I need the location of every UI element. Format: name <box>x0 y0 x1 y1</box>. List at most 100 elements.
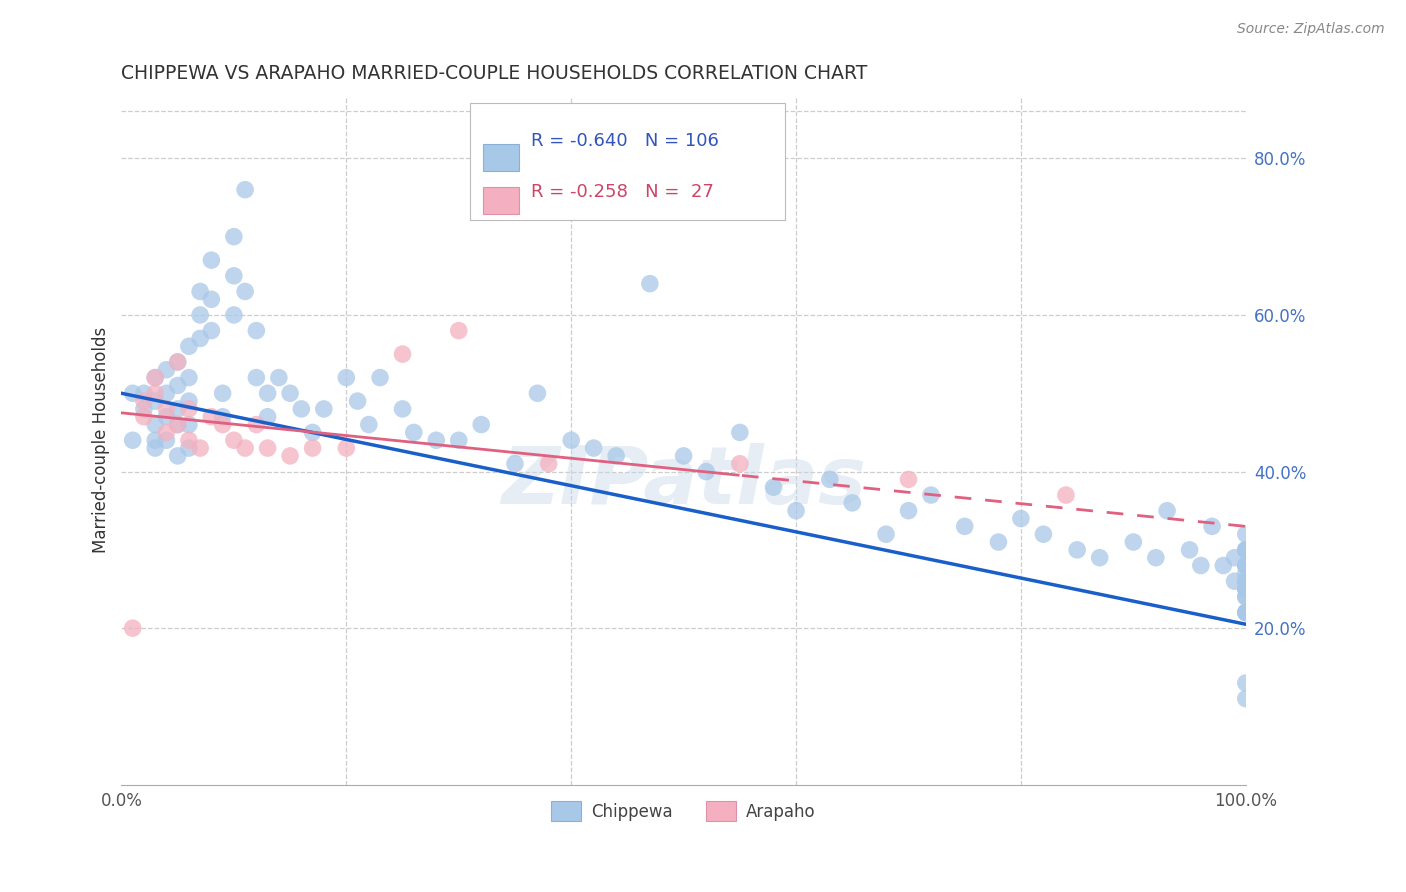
Point <box>166 378 188 392</box>
Point <box>211 417 233 432</box>
Point <box>1054 488 1077 502</box>
Point <box>357 417 380 432</box>
Point <box>695 465 717 479</box>
Point <box>1234 582 1257 596</box>
Point <box>143 417 166 432</box>
Point <box>177 417 200 432</box>
Point <box>1234 527 1257 541</box>
Point <box>537 457 560 471</box>
Point <box>155 434 177 448</box>
Point <box>728 457 751 471</box>
Point <box>470 417 492 432</box>
Point <box>177 339 200 353</box>
Point <box>335 441 357 455</box>
Point <box>188 331 211 345</box>
Point <box>368 370 391 384</box>
Point <box>1234 606 1257 620</box>
Point <box>200 324 222 338</box>
Point <box>245 417 267 432</box>
Point <box>166 449 188 463</box>
Point <box>132 401 155 416</box>
Point <box>1234 542 1257 557</box>
Point <box>391 347 413 361</box>
Point <box>155 386 177 401</box>
Point <box>728 425 751 440</box>
Point <box>875 527 897 541</box>
Point <box>143 434 166 448</box>
Point <box>222 308 245 322</box>
Point <box>143 394 166 409</box>
Point <box>526 386 548 401</box>
Point <box>987 535 1010 549</box>
Point <box>301 425 323 440</box>
Point <box>1234 574 1257 589</box>
Point <box>1234 582 1257 596</box>
Point <box>143 386 166 401</box>
Point <box>1223 550 1246 565</box>
Point <box>188 285 211 299</box>
Point <box>1156 504 1178 518</box>
Point <box>335 370 357 384</box>
Point <box>132 394 155 409</box>
Point <box>1189 558 1212 573</box>
Point <box>143 370 166 384</box>
Point <box>1234 566 1257 581</box>
Point <box>166 417 188 432</box>
Point <box>267 370 290 384</box>
Point <box>233 285 256 299</box>
Point <box>425 434 447 448</box>
Point <box>177 441 200 455</box>
Point <box>278 449 301 463</box>
Point <box>582 441 605 455</box>
Point <box>177 370 200 384</box>
Point <box>1032 527 1054 541</box>
Point <box>256 409 278 424</box>
Point <box>1234 542 1257 557</box>
FancyBboxPatch shape <box>470 103 785 219</box>
Point <box>155 409 177 424</box>
Point <box>1234 574 1257 589</box>
Point <box>245 324 267 338</box>
Point <box>672 449 695 463</box>
Point <box>1234 558 1257 573</box>
Point <box>1234 558 1257 573</box>
Point <box>200 293 222 307</box>
Text: R = -0.258   N =  27: R = -0.258 N = 27 <box>530 183 714 201</box>
Point <box>143 441 166 455</box>
Point <box>605 449 627 463</box>
Point <box>188 441 211 455</box>
Point <box>841 496 863 510</box>
Point <box>166 401 188 416</box>
Point <box>897 504 920 518</box>
Point <box>391 401 413 416</box>
Point <box>346 394 368 409</box>
Point <box>1234 590 1257 604</box>
Point <box>1178 542 1201 557</box>
Point <box>1234 542 1257 557</box>
Point <box>233 441 256 455</box>
Point <box>503 457 526 471</box>
Point <box>166 355 188 369</box>
Y-axis label: Married-couple Households: Married-couple Households <box>93 327 110 553</box>
Point <box>278 386 301 401</box>
Point <box>1234 606 1257 620</box>
Point <box>312 401 335 416</box>
Point <box>200 253 222 268</box>
Point <box>897 472 920 486</box>
Point <box>1234 676 1257 690</box>
Point <box>1122 535 1144 549</box>
Point <box>920 488 942 502</box>
Point <box>121 434 143 448</box>
Point <box>132 386 155 401</box>
Point <box>1234 574 1257 589</box>
Text: ZIPatlas: ZIPatlas <box>501 442 866 521</box>
Point <box>1212 558 1234 573</box>
Point <box>560 434 582 448</box>
Point <box>233 183 256 197</box>
Point <box>166 355 188 369</box>
Legend: Chippewa, Arapaho: Chippewa, Arapaho <box>544 795 823 828</box>
Point <box>818 472 841 486</box>
Point <box>1088 550 1111 565</box>
Point <box>1223 574 1246 589</box>
FancyBboxPatch shape <box>484 144 519 171</box>
